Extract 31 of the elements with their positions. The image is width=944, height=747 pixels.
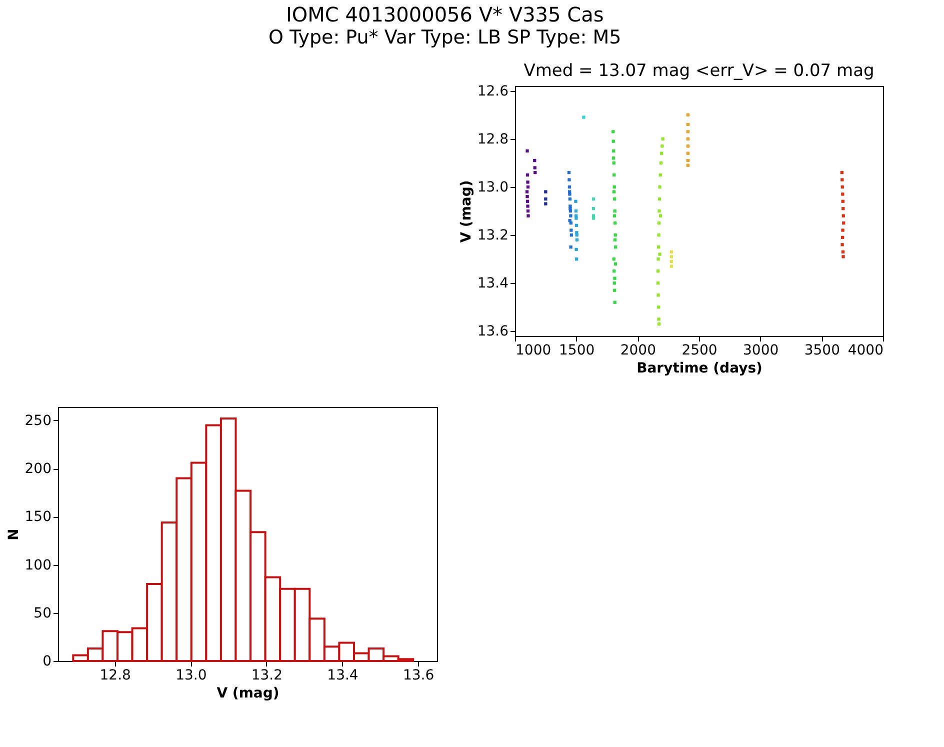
x-tick-label: 3500	[804, 342, 840, 358]
y-axis-title: N	[6, 528, 22, 540]
x-tick-label: 12.8	[100, 668, 131, 684]
y-tick-label: 12.8	[477, 131, 508, 148]
x-axis-title: V (mag)	[216, 686, 280, 702]
x-tick-label: 13.0	[176, 668, 207, 684]
y-tick-label: 13.4	[477, 276, 509, 292]
y-tick-label: 200	[24, 461, 52, 478]
x-tick-label: 1500	[559, 342, 595, 358]
x-tick-label: 1000	[516, 342, 552, 358]
x-tick-label: 13.4	[327, 668, 358, 684]
x-tick-label: 13.2	[251, 668, 283, 684]
y-tick-label: 0	[42, 654, 52, 670]
x-tick-label: 13.6	[402, 668, 434, 684]
y-tick-label: 13.2	[477, 228, 508, 244]
y-tick-label: 12.6	[477, 83, 509, 100]
chart-title: Vmed = 13.07 mag <err_V> = 0.07 mag	[524, 60, 874, 81]
y-tick-label: 250	[24, 412, 52, 429]
x-tick-label: 3000	[743, 342, 779, 358]
y-tick-label: 150	[24, 509, 52, 526]
x-tick-label: 2500	[682, 342, 718, 358]
y-tick-label: 100	[24, 557, 52, 574]
y-tick-label: 13.0	[477, 179, 508, 196]
text: O Type: Pu* Var Type: LB SP Type: M5	[268, 26, 622, 48]
y-axis-title: V (mag)	[458, 180, 474, 243]
text: IOMC 4013000056 V* V335 Cas	[286, 2, 604, 26]
y-tick-label: 13.6	[477, 324, 509, 340]
y-tick-label: 50	[34, 605, 52, 622]
x-tick-label: 4000	[848, 342, 884, 358]
x-tick-label: 2000	[620, 342, 656, 358]
x-axis-title: Barytime (days)	[636, 360, 762, 376]
